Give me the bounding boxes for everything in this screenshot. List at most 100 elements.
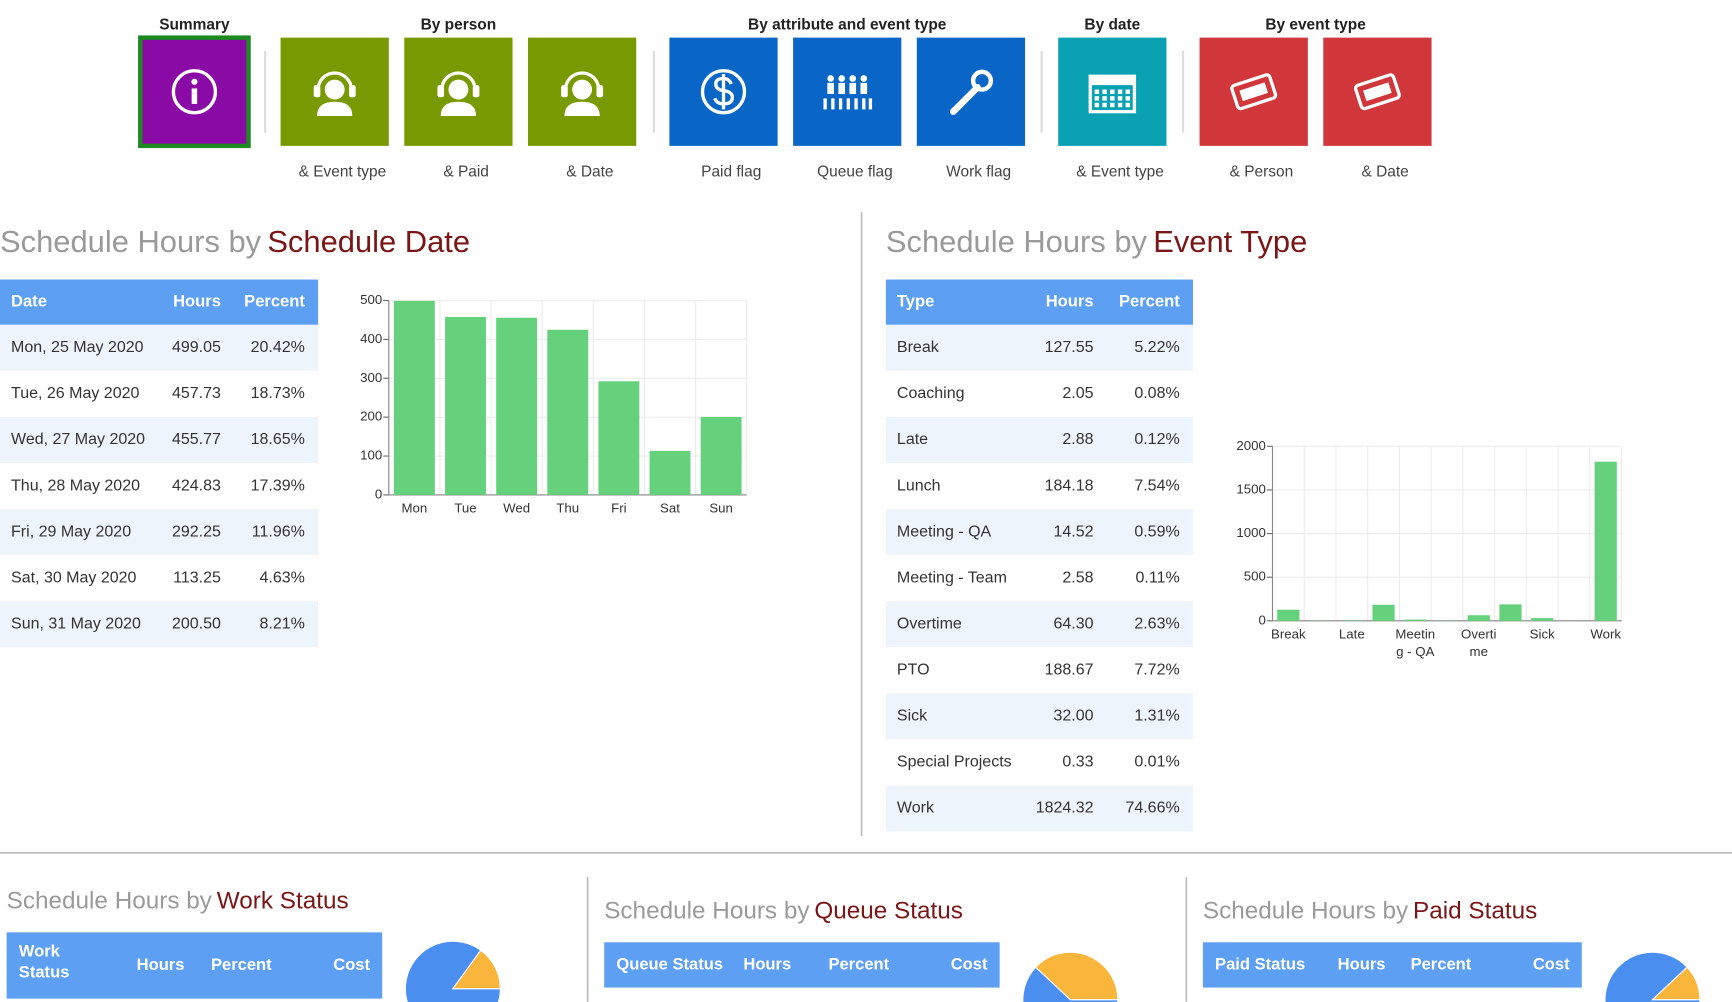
y-tick-label: 1500 [1236,481,1265,496]
bar [1499,604,1522,621]
icon-shape [1230,73,1278,111]
table-cell: Late [897,431,928,448]
table-cell: 17.39% [251,477,305,494]
table-header: Paid Status [1215,954,1305,973]
table-cell: Meeting - QA [897,523,992,540]
bar [1594,461,1617,621]
table-header: Type [897,292,934,311]
tile-caption: & Date [1362,163,1409,180]
icon-shape [827,82,834,94]
section-title: Schedule Hours by Work Status [7,888,349,915]
table-cell: 457.73 [172,385,221,402]
icon-shape [572,79,593,100]
icon-shape [846,98,850,110]
table-cell: 499.05 [172,339,221,356]
pie-slice [1604,951,1701,1002]
icon-shape [448,79,469,100]
x-tick-label: Sick [1529,626,1555,642]
table-cell: Sat, 30 May 2020 [11,569,137,586]
title-prefix: Schedule Hours by [886,224,1148,259]
nav-tile[interactable] [138,35,251,149]
icon-shape [1110,89,1115,94]
tile-bg [793,37,902,146]
nav-tile[interactable] [916,37,1026,146]
x-tick-label-box: Tue [454,500,476,515]
tile-caption: & Paid [443,163,489,180]
table-cell: Special Projects [897,754,1012,771]
icon-shape [1102,102,1107,108]
table-cell: Thu, 28 May 2020 [11,477,140,494]
table-row-bg [885,739,1193,786]
nav-tile[interactable] [1058,37,1167,146]
table-cell: 113.25 [173,569,221,586]
icon-shape [1110,102,1115,108]
icon-shape [970,69,994,92]
section-title: Schedule Hours by Event Type [886,224,1307,259]
bar [1531,618,1554,621]
table-header: Queue Status [616,954,723,973]
icon-shape [838,82,846,94]
x-tick-label-box: Mon [401,500,427,515]
table-cell: 0.12% [1134,431,1179,448]
table-cell: Overtime [897,615,962,632]
table-header: Hours [1046,292,1094,311]
table-row-bg [885,509,1193,556]
table-header-box: Work Status [19,942,70,982]
table-header: Cost [1533,954,1570,973]
table-cell: 0.08% [1134,385,1179,402]
x-tick-label-box: Thu [556,500,579,515]
nav-tile[interactable] [527,37,637,146]
x-tick-label-box: Wed [503,500,530,515]
table-cell: 7.54% [1134,477,1179,494]
icon-shape [191,88,198,104]
icon-shape [1102,96,1107,101]
icon-shape [1117,102,1123,108]
table-cell: Fri, 29 May 2020 [11,523,131,540]
table-header: Percent [1411,954,1472,973]
x-tick-label-box: Late [1339,626,1365,641]
table-cell: 4.63% [259,569,304,586]
table-cell: 32.00 [1053,708,1093,725]
table-cell: PTO [897,662,930,679]
bar [1277,609,1300,621]
nav-tile[interactable] [1323,37,1432,146]
nav-tile[interactable] [1199,37,1308,146]
nav-tile[interactable] [793,37,902,146]
icon-shape [713,74,735,110]
table-row-bg [885,601,1193,648]
table-cell: Mon, 25 May 2020 [11,339,144,356]
table-cell: 0.01% [1134,754,1179,771]
table-cell: 8.21% [259,615,304,632]
icon-shape [324,79,345,100]
icon-shape [1094,102,1100,108]
bar [445,316,486,495]
group-label: By attribute and event type [748,17,947,34]
x-tick-label: Work [1590,626,1622,642]
icon-shape [1094,89,1100,94]
nav-tile[interactable] [404,37,513,146]
nav-tile[interactable] [669,37,778,146]
table-cell: Sick [897,708,928,725]
pie-slice [1651,966,1701,1001]
table-header: Percent [211,955,272,974]
table-cell: 1.31% [1134,708,1179,725]
table-cell: 11.96% [252,523,305,540]
title-prefix: Schedule Hours by [7,888,213,915]
nav-tile[interactable] [280,37,389,146]
table-row-bg [885,463,1193,510]
table-row-bg [885,370,1193,417]
table-cell: 127.55 [1045,339,1094,356]
table-header: Percent [1119,292,1180,311]
title-prefix: Schedule Hours by [0,224,262,259]
table-cell: 455.77 [172,431,221,448]
x-tick-label-box: Sat [660,500,680,515]
x-tick-label-box: Meeting - QA [1395,626,1435,659]
title-prefix: Schedule Hours by [1203,898,1409,925]
table-header-bg [885,279,1193,325]
icon-shape [191,78,198,85]
icon-shape [563,71,601,90]
group-label: By date [1084,17,1140,34]
y-tick-label: 500 [360,292,382,307]
table-cell: Break [897,339,940,356]
x-tick-label: Sun [709,500,733,516]
